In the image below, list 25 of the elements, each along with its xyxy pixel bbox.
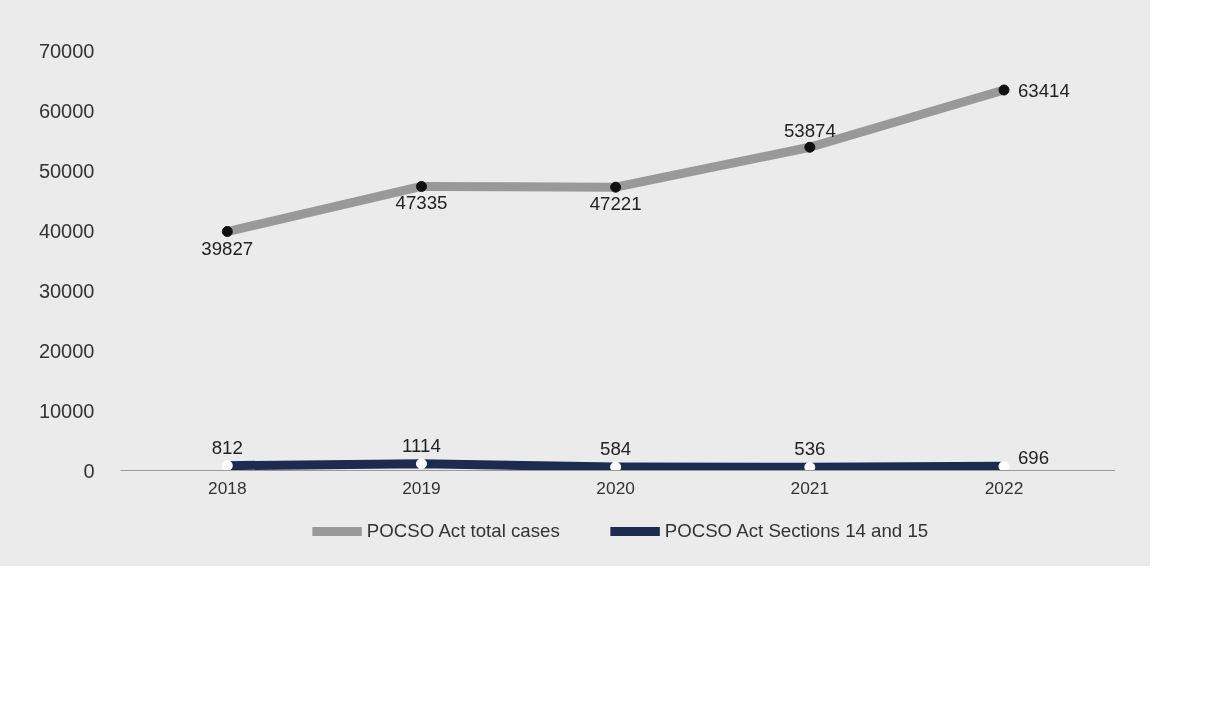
y-tick-label: 60000 [38, 99, 95, 122]
data-label: 1114 [402, 434, 441, 456]
x-tick-label: 2022 [984, 477, 1024, 498]
legend-label: POCSO Act Sections 14 and 15 [664, 520, 929, 542]
y-tick-label: 0 [83, 459, 95, 482]
y-tick-label: 20000 [38, 339, 95, 362]
data-label: 63414 [1018, 79, 1070, 101]
data-label: 584 [600, 438, 632, 459]
legend-label: POCSO Act total cases [366, 520, 560, 542]
data-label: 39827 [201, 237, 254, 259]
data-label: 47335 [395, 192, 448, 214]
x-tick-label: 2021 [790, 477, 830, 498]
y-tick-label: 40000 [38, 219, 95, 242]
x-tick-label: 2020 [596, 477, 635, 498]
y-tick-label: 10000 [38, 399, 95, 422]
y-tick-label: 50000 [38, 159, 95, 182]
data-label: 47221 [589, 193, 642, 215]
x-tick-label: 2019 [402, 477, 441, 498]
x-tick-label: 2018 [208, 477, 247, 498]
data-label: 53874 [783, 120, 836, 142]
y-tick-label: 70000 [38, 39, 95, 62]
data-label: 696 [1018, 447, 1050, 469]
data-label: 536 [794, 438, 826, 460]
y-tick-label: 30000 [38, 279, 95, 302]
data-label: 812 [211, 436, 243, 458]
